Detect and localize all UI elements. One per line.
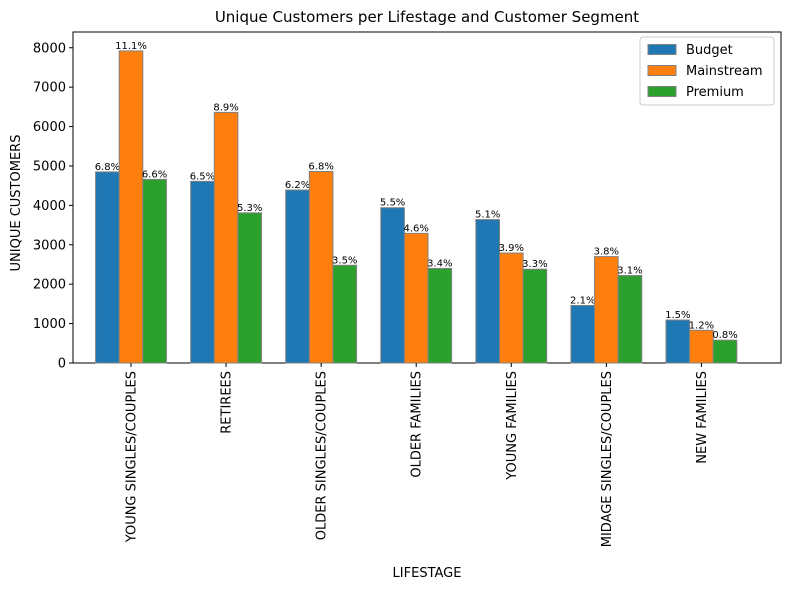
bar-value-label: 1.5% xyxy=(665,310,690,321)
bar-mainstream xyxy=(118,50,144,364)
bar-value-label: 5.1% xyxy=(475,210,500,221)
y-tick-label: 1000 xyxy=(33,317,66,332)
bar-mainstream xyxy=(498,252,524,364)
bar-budget xyxy=(475,219,500,364)
bar-budget xyxy=(190,180,215,364)
bar-value-label: 6.6% xyxy=(142,169,167,180)
bar-value-label: 5.5% xyxy=(380,198,405,209)
bar-value-label: 3.9% xyxy=(499,243,524,254)
legend-label: Premium xyxy=(686,85,744,100)
y-tick-label: 2000 xyxy=(33,278,66,293)
bar-premium xyxy=(712,339,738,364)
bar-premium xyxy=(522,268,548,364)
bar-premium xyxy=(332,264,358,364)
bar-budget xyxy=(380,207,405,364)
legend-label: Mainstream xyxy=(686,64,763,79)
bar-value-label: 6.8% xyxy=(95,162,120,173)
bar-value-label: 6.5% xyxy=(190,171,215,182)
bar-value-label: 8.9% xyxy=(213,102,238,113)
bar-mainstream xyxy=(594,256,619,364)
bar-premium xyxy=(142,178,167,364)
bar-value-label: 5.3% xyxy=(237,203,262,214)
bar-value-label: 0.8% xyxy=(712,330,737,341)
bar-budget xyxy=(665,319,691,364)
bar-value-label: 3.4% xyxy=(427,258,452,269)
bar-value-label: 4.6% xyxy=(404,223,429,234)
y-tick-label: 7000 xyxy=(33,81,66,96)
legend-label: Budget xyxy=(686,43,733,58)
legend: Budget Mainstream Premium xyxy=(639,36,775,106)
plot-area: 0 1000 2000 3000 4000 5000 6000 7000 8000 6.8% 6.5… xyxy=(33,31,782,547)
bar-budget xyxy=(95,171,120,364)
x-tick-label: RETIREES xyxy=(220,371,235,434)
x-tick-label: NEW FAMILIES xyxy=(695,371,710,464)
bar-premium xyxy=(427,267,453,364)
bar-value-label: 3.5% xyxy=(332,255,357,266)
x-tick-label: OLDER SINGLES/COUPLES xyxy=(315,371,330,540)
legend-swatch-mainstream xyxy=(647,65,677,76)
bar-value-label: 11.1% xyxy=(115,41,147,52)
y-tick-label: 3000 xyxy=(33,238,66,253)
bar-mainstream xyxy=(308,170,334,364)
bar-value-label: 6.8% xyxy=(308,161,333,172)
bar-mainstream xyxy=(689,329,714,364)
bar-premium xyxy=(617,275,643,364)
y-tick-label: 0 xyxy=(58,357,66,372)
y-tick-label: 6000 xyxy=(33,120,66,135)
x-axis-label: LIFESTAGE xyxy=(393,566,462,581)
chart-title: Unique Customers per Lifestage and Custo… xyxy=(215,8,639,26)
bar-value-label: 6.2% xyxy=(285,180,310,191)
bar-mainstream xyxy=(213,111,239,364)
bar-value-label: 3.1% xyxy=(617,266,642,277)
x-tick-label: YOUNG SINGLES/COUPLES xyxy=(125,371,140,543)
bar-budget xyxy=(285,189,310,364)
x-tick-label: MIDAGE SINGLES/COUPLES xyxy=(600,371,615,547)
bar-mainstream xyxy=(403,232,429,364)
bar-value-label: 1.2% xyxy=(689,320,714,331)
y-tick-label: 4000 xyxy=(33,199,66,214)
bar-budget xyxy=(570,304,596,364)
y-tick-label: 5000 xyxy=(33,159,66,174)
bar-value-label: 3.3% xyxy=(522,259,547,270)
bar-premium xyxy=(237,212,262,364)
y-axis-label: UNIQUE CUSTOMERS xyxy=(9,135,24,272)
x-tick-label: OLDER FAMILIES xyxy=(410,371,425,478)
legend-swatch-premium xyxy=(647,86,677,97)
bar-value-label: 2.1% xyxy=(570,295,595,306)
bar-value-label: 3.8% xyxy=(594,247,619,258)
x-tick-label: YOUNG FAMILIES xyxy=(505,371,520,481)
y-tick-label: 8000 xyxy=(33,41,66,56)
legend-swatch-budget xyxy=(647,44,677,55)
